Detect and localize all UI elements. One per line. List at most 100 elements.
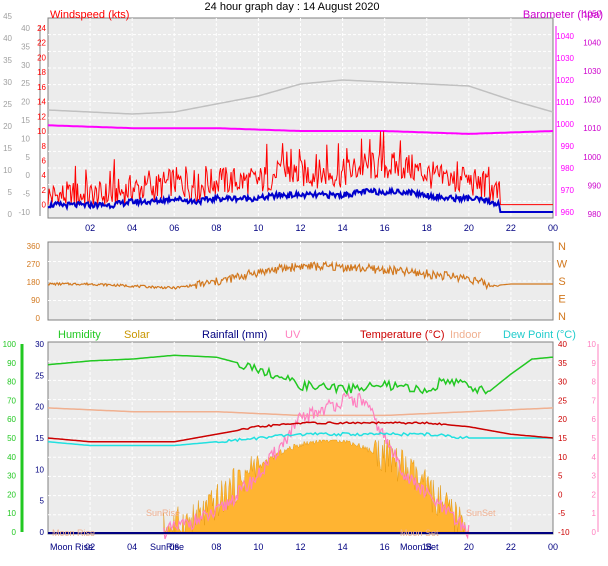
compass-label: W: [557, 259, 568, 271]
wind-tick-label: 4: [42, 171, 47, 180]
compass-label: N: [558, 311, 566, 323]
x-tick-label: 04: [127, 223, 137, 233]
temp-tick-label: 0: [26, 171, 31, 180]
rain-tick-label: 5: [40, 497, 45, 506]
gust-tick-label: 30: [3, 78, 12, 87]
temp-tick-label: 25: [21, 79, 30, 88]
moon-set-label: Moon Set: [400, 542, 439, 552]
legend-temperature: Temperature (°C): [360, 329, 444, 341]
direction-tick-label: 90: [31, 296, 40, 305]
humidity-tick-label: 70: [7, 396, 16, 405]
uv-tick-label: 10: [587, 340, 596, 349]
temp-tick-label: -10: [18, 208, 30, 217]
wind-tick-label: 24: [37, 24, 46, 33]
humidity-tick-label: 30: [7, 472, 16, 481]
windspeed-axis-label: Windspeed (kts): [50, 9, 129, 21]
legend-dewpoint: Dew Point (°C): [503, 329, 576, 341]
panel-direction-grid: [48, 242, 553, 320]
baro-inner-tick-label: 1040: [556, 32, 574, 41]
gust-tick-label: 40: [3, 34, 12, 43]
humidity-tick-label: 90: [7, 359, 16, 368]
uv-tick-label: 7: [592, 396, 597, 405]
baro-tick-label: 1050: [583, 10, 601, 19]
moon-set-label-top: Moon Set: [400, 528, 439, 538]
baro-inner-tick-label: 970: [561, 186, 575, 195]
gust-tick-label: 20: [3, 122, 12, 131]
uv-tick-label: 6: [592, 415, 597, 424]
temperature-line: [47, 421, 554, 443]
sun-set-label-top: SunSet: [466, 508, 496, 518]
rain-tick-label: 25: [35, 371, 44, 380]
baro-inner-tick-label: 980: [561, 164, 575, 173]
wind-tick-label: 6: [42, 156, 47, 165]
uv-tick-label: 3: [592, 472, 597, 481]
legend-indoor: Indoor: [450, 329, 482, 341]
compass-label: E: [558, 294, 565, 306]
gust-tick-label: 10: [3, 166, 12, 175]
x-tick-label: 18: [422, 542, 432, 552]
temp-tick-label: 15: [21, 116, 30, 125]
x-tick-label: 14: [338, 223, 348, 233]
temp-tick-label: -5: [23, 190, 31, 199]
x-tick-label: 22: [506, 542, 516, 552]
temp-tick-label: -10: [558, 528, 570, 537]
x-tick-label: 18: [422, 223, 432, 233]
humidity-tick-label: 80: [7, 378, 16, 387]
gust-tick-label: 5: [8, 188, 13, 197]
x-tick-label: 04: [127, 542, 137, 552]
sun-rise-label: SunRise: [150, 542, 184, 552]
uv-tick-label: 0: [592, 528, 597, 537]
temp-tick-label: 40: [21, 24, 30, 33]
temp-tick-label: 25: [558, 396, 567, 405]
x-tick-label: 00: [548, 223, 558, 233]
temp-tick-label: 20: [21, 98, 30, 107]
rain-tick-label: 20: [35, 403, 44, 412]
baro-tick-label: 990: [588, 181, 602, 190]
baro-inner-tick-label: 1010: [556, 98, 574, 107]
solar-area: [163, 439, 469, 533]
moon-rise-label: Moon Rise: [50, 542, 93, 552]
x-tick-label: 06: [169, 223, 179, 233]
temp-tick-label: 0: [558, 490, 563, 499]
baro-tick-label: 1030: [583, 67, 601, 76]
compass-label: N: [558, 241, 566, 253]
temp-tick-label: 15: [558, 434, 567, 443]
temp-tick-label: 5: [558, 472, 563, 481]
x-tick-label: 14: [338, 542, 348, 552]
wind-tick-label: 16: [37, 83, 46, 92]
humidity-line: [47, 354, 554, 396]
grey-temp-line: [47, 79, 554, 115]
legend-solar: Solar: [124, 329, 150, 341]
baro-inner-tick-label: 1030: [556, 54, 574, 63]
sun-rise-label-top: SunRise: [146, 508, 180, 518]
x-tick-label: 06: [169, 542, 179, 552]
baro-inner-tick-label: 960: [561, 208, 575, 217]
humidity-tick-label: 50: [7, 434, 16, 443]
x-tick-label: 20: [464, 223, 474, 233]
humidity-tick-label: 40: [7, 453, 16, 462]
legend-humidity: Humidity: [58, 329, 101, 341]
wind-tick-label: 22: [37, 39, 46, 48]
x-tick-label: 08: [211, 223, 221, 233]
panel-temperature-axes: 0102030405060708090100051015202530-10-50…: [3, 340, 599, 537]
humidity-tick-label: 60: [7, 415, 16, 424]
temp-tick-label: 35: [558, 359, 567, 368]
direction-tick-label: 270: [27, 260, 41, 269]
x-tick-label: 20: [464, 542, 474, 552]
direction-line: [48, 260, 553, 291]
baro-inner-tick-label: 1020: [556, 76, 574, 85]
x-tick-label: 08: [211, 542, 221, 552]
moon-rise-label-top: Moon Rise: [52, 528, 95, 538]
uv-line: [163, 392, 470, 540]
direction-tick-label: 360: [27, 242, 41, 251]
panel-temperature-xticks: 02 04 06 08 10 12 14 16 18 20 22 00: [85, 542, 558, 552]
wind-tick-label: 2: [42, 186, 47, 195]
direction-tick-label: 180: [27, 278, 41, 287]
baro-tick-label: 1010: [583, 124, 601, 133]
temp-tick-label: 35: [21, 42, 30, 51]
gust-tick-label: 35: [3, 56, 12, 65]
wind-tick-label: 10: [37, 127, 46, 136]
x-tick-label: 10: [253, 223, 263, 233]
